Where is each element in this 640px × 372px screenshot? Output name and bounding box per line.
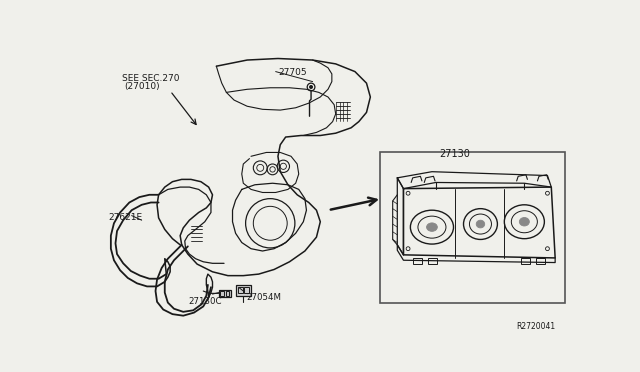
Ellipse shape [519,218,529,226]
Bar [536,258,545,264]
Bar [244,287,249,294]
Text: R2720041: R2720041 [516,322,556,331]
Ellipse shape [476,220,484,228]
Bar [520,258,530,264]
Text: 27130C: 27130C [188,297,221,306]
Text: 27621E: 27621E [109,212,143,221]
Text: 27130: 27130 [440,150,470,159]
Bar [380,153,565,302]
Bar [413,258,422,264]
Bar [428,258,437,264]
Bar [219,289,231,297]
Text: (27010): (27010) [124,81,159,91]
Ellipse shape [427,223,437,231]
Bar [236,285,251,296]
Bar [225,291,230,296]
Text: SEE SEC.270: SEE SEC.270 [122,74,179,83]
Text: 27054M: 27054M [246,293,282,302]
Bar [238,287,243,294]
Text: 27705: 27705 [278,68,307,77]
Circle shape [310,86,312,89]
Bar [220,291,224,296]
